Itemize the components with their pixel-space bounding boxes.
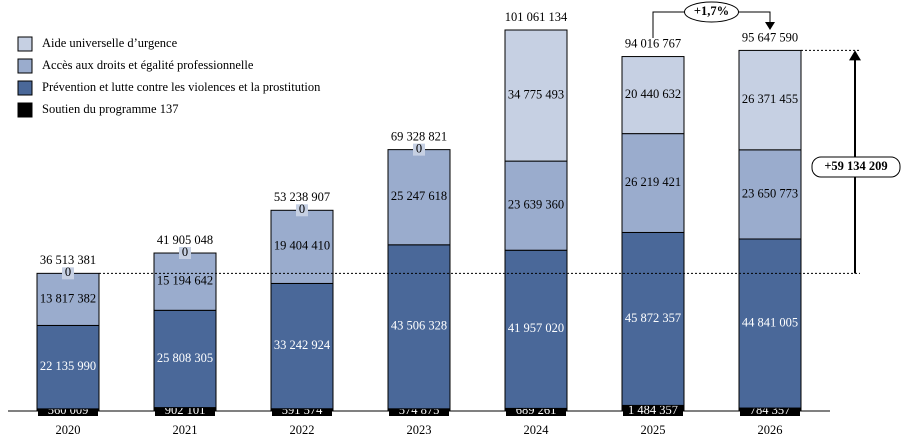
total-label: 101 061 134 xyxy=(505,10,568,24)
label-bg xyxy=(179,247,191,260)
bar-segment xyxy=(504,29,568,162)
legend-swatch xyxy=(17,58,33,74)
data-label: 44 841 005 xyxy=(742,315,798,329)
label-bg xyxy=(623,405,683,416)
x-tick-label: 2024 xyxy=(524,423,550,437)
total-label: 41 905 048 xyxy=(157,233,213,247)
x-tick-label: 2023 xyxy=(407,423,432,437)
bar-segment xyxy=(387,149,451,246)
bar-segment xyxy=(504,249,568,409)
bar-segment xyxy=(153,252,217,311)
total-label: 69 328 821 xyxy=(391,130,447,144)
data-label: 19 404 410 xyxy=(274,239,330,253)
x-tick-label: 2021 xyxy=(173,423,198,437)
annotation: +59 134 209 xyxy=(824,159,887,173)
data-label: 0 xyxy=(299,202,305,216)
annotation-box xyxy=(811,156,901,178)
bar-segment xyxy=(36,324,100,410)
data-label: 25 247 618 xyxy=(391,189,447,203)
x-tick-label: 2020 xyxy=(56,423,81,437)
label-bg xyxy=(740,405,800,416)
total-label: 94 016 767 xyxy=(625,36,681,50)
legend-label: Soutien du programme 137 xyxy=(42,102,178,116)
data-label: 0 xyxy=(182,245,188,259)
data-label: 15 194 642 xyxy=(157,274,213,288)
data-label: 41 957 020 xyxy=(508,321,564,335)
total-label: 53 238 907 xyxy=(274,190,330,204)
total-label: 95 647 590 xyxy=(742,30,798,44)
label-bg xyxy=(296,204,308,217)
data-label: 13 817 382 xyxy=(40,291,96,305)
data-label: 43 506 328 xyxy=(391,319,447,333)
label-bg xyxy=(155,405,215,416)
total-label: 36 513 381 xyxy=(40,253,96,267)
bar-segment xyxy=(621,133,685,233)
legend-label: Accès aux droits et égalité professionne… xyxy=(42,58,254,72)
arrow-head xyxy=(765,22,775,30)
bar-segment xyxy=(738,238,802,409)
bar-segment xyxy=(621,231,685,406)
bar-segment xyxy=(738,49,802,151)
label-bg xyxy=(38,405,98,416)
label-bg xyxy=(389,405,449,416)
legend-label: Aide universelle d’urgence xyxy=(42,36,178,50)
data-label: 34 775 493 xyxy=(508,87,564,101)
arrow-head xyxy=(849,50,861,61)
data-label: 26 219 421 xyxy=(625,175,681,189)
data-label: 20 440 632 xyxy=(625,87,681,101)
data-label: 1 484 357 xyxy=(628,403,678,417)
data-label: 23 639 360 xyxy=(508,198,564,212)
bar-segment xyxy=(36,272,100,326)
annotation-box xyxy=(684,1,739,23)
data-label: 22 135 990 xyxy=(40,359,96,373)
legend-swatch xyxy=(17,36,33,52)
bar-segment xyxy=(621,56,685,135)
legend-swatch xyxy=(17,80,33,96)
label-bg xyxy=(413,143,425,156)
x-tick-label: 2022 xyxy=(290,423,315,437)
x-tick-label: 2025 xyxy=(641,423,666,437)
x-tick-label: 2026 xyxy=(758,423,783,437)
data-label: 45 872 357 xyxy=(625,311,681,325)
data-label: 26 371 455 xyxy=(742,92,798,106)
annotation: +1,7% xyxy=(694,4,729,18)
data-label: 25 808 305 xyxy=(157,351,213,365)
label-bg xyxy=(272,405,332,416)
bar-segment xyxy=(738,149,802,240)
bar-segment xyxy=(504,160,568,251)
data-label: 0 xyxy=(416,142,422,156)
data-label: 33 242 924 xyxy=(274,338,331,352)
label-bg xyxy=(506,405,566,416)
legend-swatch xyxy=(17,102,33,118)
data-label: 0 xyxy=(65,265,71,279)
legend-label: Prévention et lutte contre les violences… xyxy=(42,80,321,94)
bar-segment xyxy=(153,309,217,409)
data-label: 23 650 773 xyxy=(742,186,798,200)
label-bg xyxy=(62,267,74,280)
